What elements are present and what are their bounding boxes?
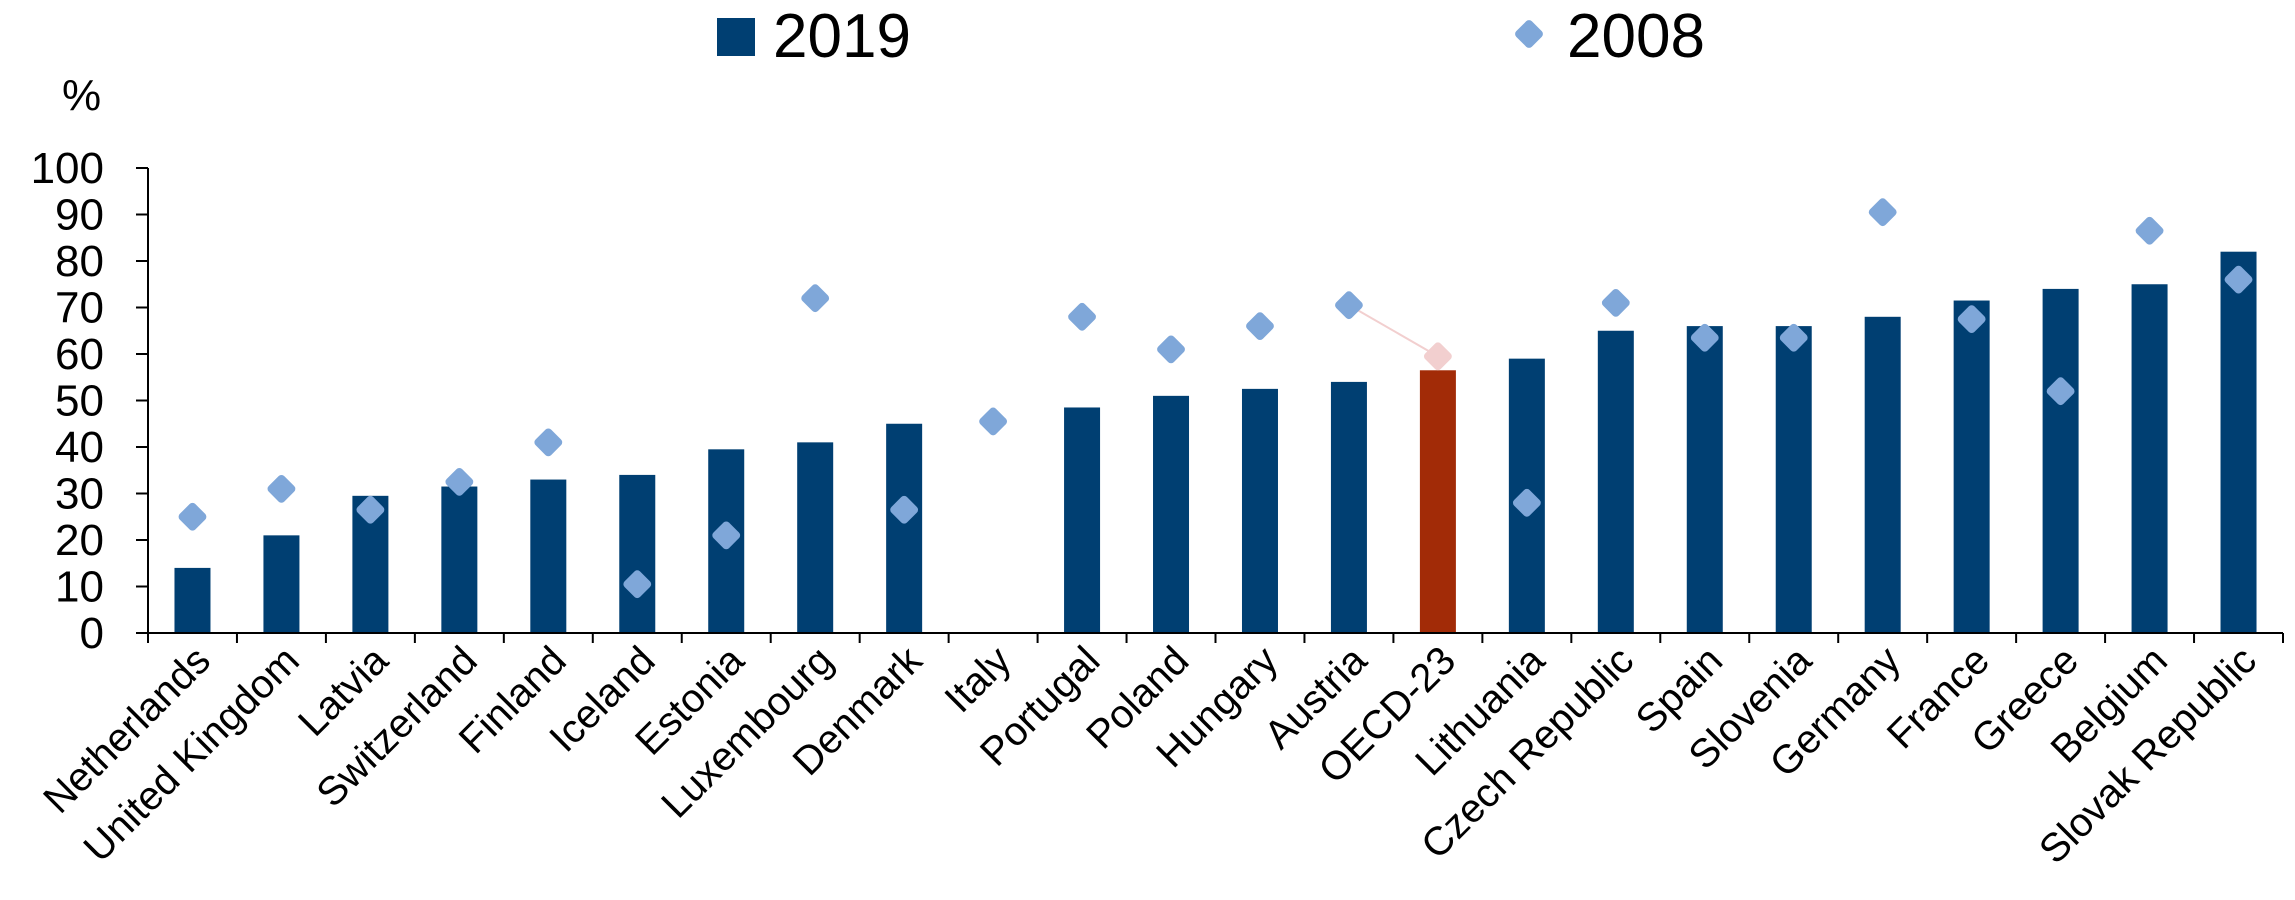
bar-spain	[1686, 326, 1723, 633]
bar-switzerland	[441, 486, 478, 633]
marker-portugal	[1068, 302, 1096, 331]
legend: 2019 2008	[717, 2, 1705, 71]
y-tick-label: 10	[55, 563, 104, 612]
marker-estonia	[712, 521, 741, 550]
bar-germany	[1864, 316, 1901, 633]
marker-latvia	[356, 495, 385, 524]
marker-denmark	[890, 495, 919, 524]
bar-greece	[2042, 288, 2079, 633]
y-tick-label: 0	[80, 609, 104, 658]
markers-2008	[178, 198, 2253, 599]
bar-netherlands	[174, 567, 211, 633]
marker-slovak-republic	[2224, 265, 2253, 294]
bar-portugal	[1064, 407, 1101, 633]
marker-belgium	[2135, 216, 2164, 245]
marker-slovenia	[1779, 323, 1808, 352]
y-tick-label: 60	[55, 330, 104, 379]
legend-swatch-2019	[717, 18, 755, 56]
highlight-connector-line	[1348, 304, 1439, 358]
bar-slovenia	[1775, 326, 1812, 633]
marker-greece	[2046, 377, 2075, 406]
bar-luxembourg	[797, 442, 834, 633]
marker-oecd-23	[1423, 342, 1452, 371]
bar-denmark	[886, 423, 923, 633]
marker-poland	[1157, 335, 1185, 364]
bar-austria	[1330, 381, 1367, 633]
marker-finland	[534, 428, 563, 457]
marker-france	[1957, 305, 1986, 334]
bar-belgium	[2131, 284, 2168, 633]
legend-marker-2008	[1515, 20, 1543, 48]
bar-czech-republic	[1597, 330, 1634, 633]
marker-lithuania	[1512, 488, 1541, 517]
y-tick-label: 90	[55, 191, 104, 240]
y-tick-label: 30	[55, 470, 104, 519]
legend-label-2008: 2008	[1567, 2, 1705, 71]
bar-poland	[1153, 395, 1190, 633]
bar-finland	[530, 479, 567, 633]
y-axis-unit-label: %	[62, 71, 101, 120]
bar-slovak-republic	[2220, 251, 2257, 633]
bar-hungary	[1241, 388, 1278, 633]
marker-hungary	[1246, 312, 1274, 340]
y-tick-label: 50	[55, 377, 104, 426]
y-tick-label: 100	[31, 144, 104, 193]
marker-united-kingdom	[267, 474, 296, 503]
marker-italy	[979, 407, 1008, 436]
marker-iceland	[623, 570, 652, 599]
y-tick-label: 80	[55, 237, 104, 286]
marker-austria	[1335, 291, 1363, 320]
marker-netherlands	[178, 502, 207, 531]
marker-luxembourg	[801, 284, 830, 313]
bar-oecd-23	[1419, 370, 1456, 633]
y-tick-label: 70	[55, 284, 104, 333]
y-tick-label: 40	[55, 423, 104, 472]
marker-czech-republic	[1601, 288, 1630, 317]
axes	[147, 168, 2284, 643]
bar-france	[1953, 300, 1990, 633]
marker-spain	[1690, 323, 1719, 352]
legend-label-2019: 2019	[773, 2, 911, 71]
bars-2019	[174, 251, 2257, 633]
bar-iceland	[619, 474, 656, 633]
bar-united-kingdom	[263, 535, 300, 633]
marker-switzerland	[445, 467, 474, 496]
y-tick-label: 20	[55, 516, 104, 565]
marker-germany	[1868, 198, 1897, 227]
